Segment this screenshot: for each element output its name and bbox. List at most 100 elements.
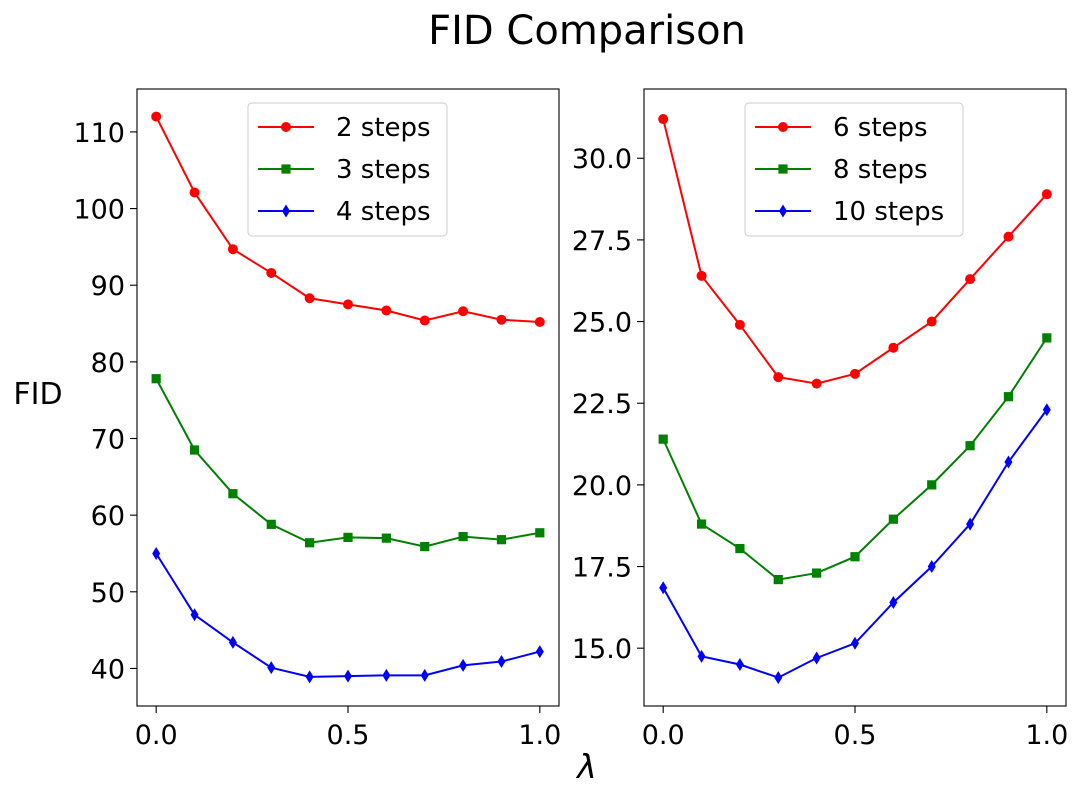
series-8-steps bbox=[658, 333, 1052, 585]
legend-marker bbox=[778, 164, 788, 174]
legend-label: 6 steps bbox=[833, 113, 928, 143]
legend: 2 steps 3 steps 4 steps bbox=[247, 102, 448, 237]
data-point bbox=[496, 314, 507, 325]
legend-marker bbox=[778, 122, 788, 132]
data-point bbox=[812, 651, 821, 665]
data-point bbox=[773, 574, 783, 585]
data-point bbox=[151, 374, 161, 384]
data-point bbox=[304, 293, 315, 304]
legend-label: 3 steps bbox=[336, 155, 431, 185]
data-point bbox=[381, 533, 391, 543]
data-point bbox=[535, 528, 545, 538]
y-tick-label: 22.5 bbox=[572, 389, 632, 420]
data-point bbox=[381, 305, 392, 316]
x-tick-label: 1.0 bbox=[1025, 720, 1068, 751]
legend-marker bbox=[282, 204, 290, 218]
data-point bbox=[658, 114, 669, 125]
y-tick-label: 60 bbox=[91, 501, 125, 532]
data-point bbox=[534, 317, 545, 328]
legend-box bbox=[247, 102, 448, 237]
legend-entry: 10 steps bbox=[755, 197, 944, 227]
data-point bbox=[734, 319, 745, 330]
y-tick-label: 30.0 bbox=[572, 144, 632, 175]
data-point bbox=[420, 541, 430, 552]
y-tick-label: 17.5 bbox=[572, 553, 632, 584]
y-tick-label: 70 bbox=[91, 425, 125, 456]
data-point bbox=[496, 535, 507, 545]
data-point bbox=[151, 111, 162, 122]
legend-box bbox=[744, 102, 964, 237]
data-point bbox=[458, 306, 469, 317]
data-point bbox=[266, 267, 277, 278]
data-point bbox=[305, 538, 315, 548]
data-point bbox=[267, 661, 276, 675]
legend-entry: 8 steps bbox=[755, 155, 928, 185]
legend-label: 10 steps bbox=[833, 197, 944, 227]
series-3-steps bbox=[151, 374, 545, 552]
data-point bbox=[189, 187, 200, 198]
data-point bbox=[658, 434, 668, 444]
chart-panel-1: 0.0 0.5 1.0 40 50 60 70 80 90 100 110 2 steps 3 step… bbox=[73, 88, 561, 751]
data-point bbox=[965, 274, 976, 285]
data-point bbox=[965, 441, 975, 451]
data-point bbox=[812, 568, 822, 578]
data-point bbox=[190, 608, 199, 622]
series-line bbox=[155, 378, 540, 548]
data-point bbox=[1004, 455, 1013, 469]
data-point bbox=[774, 671, 783, 685]
y-tick-label: 27.5 bbox=[572, 226, 632, 257]
data-point bbox=[344, 669, 352, 683]
data-point bbox=[1041, 189, 1052, 200]
y-tick-label: 20.0 bbox=[572, 471, 632, 502]
data-point bbox=[850, 552, 860, 562]
y-tick-label: 15.0 bbox=[572, 634, 632, 665]
legend-entry: 6 steps bbox=[755, 113, 928, 143]
y-tick-label: 110 bbox=[73, 118, 125, 149]
legend-marker bbox=[281, 122, 291, 132]
data-point bbox=[1042, 403, 1051, 417]
legend-label: 8 steps bbox=[833, 155, 928, 185]
y-tick-label: 100 bbox=[73, 195, 125, 226]
data-point bbox=[343, 532, 353, 542]
series-2-steps bbox=[151, 111, 545, 328]
legend: 6 steps 8 steps 10 steps bbox=[744, 102, 964, 237]
legend-label: 2 steps bbox=[336, 113, 431, 143]
series-4-steps bbox=[152, 546, 544, 684]
legend-marker bbox=[281, 164, 291, 174]
legend-marker bbox=[779, 204, 787, 218]
data-point bbox=[850, 368, 860, 379]
data-point bbox=[927, 560, 936, 574]
data-point bbox=[696, 519, 707, 529]
x-tick-label: 0.0 bbox=[135, 720, 178, 751]
series-line bbox=[155, 552, 541, 678]
data-point bbox=[189, 445, 200, 455]
y-tick-label: 50 bbox=[91, 578, 125, 609]
data-point bbox=[888, 342, 899, 353]
data-point bbox=[420, 668, 429, 682]
data-point bbox=[497, 655, 506, 669]
data-point bbox=[696, 270, 707, 281]
data-point bbox=[1042, 333, 1052, 343]
legend-entry: 2 steps bbox=[258, 113, 431, 143]
data-point bbox=[459, 658, 468, 672]
data-point bbox=[228, 489, 238, 499]
data-point bbox=[926, 316, 937, 327]
data-point bbox=[773, 372, 784, 383]
legend-entry: 4 steps bbox=[258, 197, 431, 227]
data-point bbox=[735, 543, 745, 554]
series-10-steps bbox=[659, 403, 1051, 685]
data-point bbox=[228, 635, 237, 649]
y-axis-label: FID bbox=[13, 377, 62, 412]
data-point bbox=[966, 517, 975, 531]
data-point bbox=[659, 581, 668, 595]
y-tick-label: 40 bbox=[91, 654, 125, 685]
data-point bbox=[535, 645, 544, 659]
data-point bbox=[343, 299, 353, 310]
data-point bbox=[927, 480, 937, 490]
data-point bbox=[851, 636, 859, 650]
data-point bbox=[227, 244, 238, 255]
y-tick-label: 25.0 bbox=[572, 308, 632, 339]
x-tick-label: 0.0 bbox=[642, 720, 685, 751]
data-point bbox=[1003, 392, 1014, 402]
series-6-steps bbox=[658, 114, 1052, 389]
